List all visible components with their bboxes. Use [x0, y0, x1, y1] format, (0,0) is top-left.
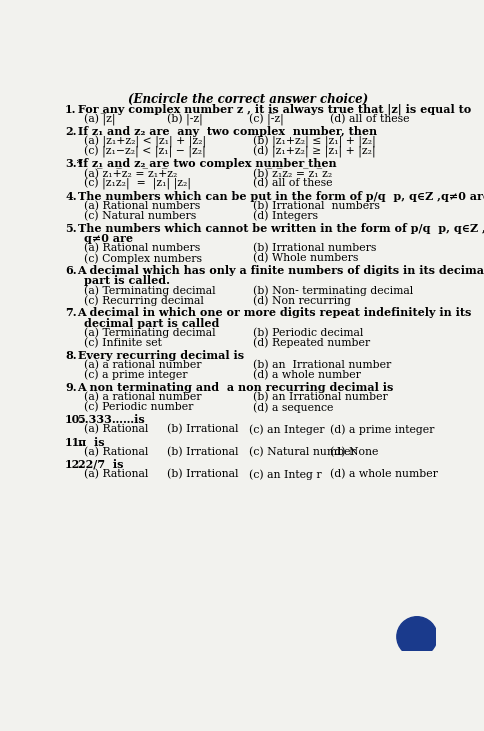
Text: (b) Irrational numbers: (b) Irrational numbers: [253, 243, 376, 254]
Text: (a) ̅z₁+̅z₂ = ̅z₁+̅z₂: (a) ̅z₁+̅z₂ = ̅z₁+̅z₂: [84, 169, 177, 179]
Text: part is called.: part is called.: [84, 276, 170, 287]
Text: (d) a whole number: (d) a whole number: [253, 370, 361, 380]
Text: 4.: 4.: [65, 191, 77, 202]
Text: 7.: 7.: [65, 308, 77, 319]
Text: 12.: 12.: [65, 459, 84, 470]
Text: (a) a rational number: (a) a rational number: [84, 360, 201, 371]
Text: (a) Rational: (a) Rational: [84, 447, 148, 457]
Text: (a) Rational: (a) Rational: [84, 469, 148, 480]
Text: (d) Repeated number: (d) Repeated number: [253, 338, 370, 348]
Text: (c) a prime integer: (c) a prime integer: [84, 370, 187, 380]
Text: (d) Integers: (d) Integers: [253, 211, 318, 221]
Text: (Encircle the correct answer choice): (Encircle the correct answer choice): [128, 93, 368, 106]
Text: 8.: 8.: [65, 350, 77, 361]
Text: (c) Complex numbers: (c) Complex numbers: [84, 253, 202, 263]
Text: (b) |-z|: (b) |-z|: [167, 114, 203, 126]
Text: If z₁ and z₂ are two complex number then: If z₁ and z₂ are two complex number then: [77, 159, 336, 170]
Text: 9.: 9.: [65, 382, 77, 393]
Text: (a) Rational numbers: (a) Rational numbers: [84, 201, 200, 211]
Text: (c) Natural number: (c) Natural number: [249, 447, 356, 457]
Text: (b) ̅z₁̅z₂ = ̅z₁ ̅z₂: (b) ̅z₁̅z₂ = ̅z₁ ̅z₂: [253, 169, 332, 179]
Text: 5.333……is: 5.333……is: [77, 414, 145, 425]
Text: (d) Non recurring: (d) Non recurring: [253, 295, 351, 306]
Text: 3.*: 3.*: [65, 159, 83, 170]
Text: decimal part is called: decimal part is called: [84, 318, 219, 329]
Text: (b) Periodic decimal: (b) Periodic decimal: [253, 327, 363, 338]
Text: 2.: 2.: [65, 126, 76, 137]
Text: (a) Rational numbers: (a) Rational numbers: [84, 243, 200, 254]
Text: (c) Recurring decimal: (c) Recurring decimal: [84, 295, 204, 306]
Text: (d) a whole number: (d) a whole number: [330, 469, 438, 480]
Text: (d) Whole numbers: (d) Whole numbers: [253, 253, 358, 263]
Text: q≠0 are: q≠0 are: [84, 233, 133, 244]
Text: (c) |z₁z₂|  =  |z₁| |z₂|: (c) |z₁z₂| = |z₁| |z₂|: [84, 178, 191, 191]
Text: (d) a sequence: (d) a sequence: [253, 402, 333, 412]
Text: (a) |z₁+z₂| < |z₁| + |z₂|: (a) |z₁+z₂| < |z₁| + |z₂|: [84, 137, 206, 148]
Text: (d) None: (d) None: [330, 447, 378, 457]
Text: (a) Terminating decimal: (a) Terminating decimal: [84, 327, 215, 338]
Text: (b) an Irrational number: (b) an Irrational number: [253, 392, 388, 403]
Text: (d) all of these: (d) all of these: [253, 178, 332, 189]
Text: (c) Infinite set: (c) Infinite set: [84, 338, 162, 348]
Text: 6.: 6.: [65, 265, 77, 276]
Text: (b) Irrational: (b) Irrational: [167, 469, 239, 480]
Text: For any complex number z , it is always true that |z| is equal to: For any complex number z , it is always …: [77, 104, 471, 115]
Text: 22/7  is: 22/7 is: [77, 459, 123, 470]
Text: 11.: 11.: [65, 436, 84, 447]
Text: (b) Non- terminating decimal: (b) Non- terminating decimal: [253, 286, 413, 296]
Text: (a) |̅z|: (a) |̅z|: [84, 114, 115, 126]
Circle shape: [397, 617, 437, 656]
Text: (c) an Integ r: (c) an Integ r: [249, 469, 321, 480]
Text: 5.: 5.: [65, 223, 77, 234]
Text: (d) all of these: (d) all of these: [330, 114, 409, 124]
Text: A decimal in which one or more digits repeat indefinitely in its: A decimal in which one or more digits re…: [77, 308, 472, 319]
Text: Every recurring decimal is: Every recurring decimal is: [77, 350, 243, 361]
Text: The numbers which cannot be written in the form of p/q  p, q∈Z ,: The numbers which cannot be written in t…: [77, 223, 484, 234]
Text: (a) Terminating decimal: (a) Terminating decimal: [84, 286, 215, 296]
Text: 1.: 1.: [65, 104, 76, 115]
Text: The numbers which can be put in the form of p/q  p, q∈Z ,q≠0 are: The numbers which can be put in the form…: [77, 191, 484, 202]
Text: (c) Periodic number: (c) Periodic number: [84, 402, 193, 412]
Text: (c) |z₁−z₂| < |z₁| − |z₂|: (c) |z₁−z₂| < |z₁| − |z₂|: [84, 146, 206, 159]
Text: (b) Irrational: (b) Irrational: [167, 447, 239, 457]
Text: π  is: π is: [77, 436, 104, 447]
Text: (c) Natural numbers: (c) Natural numbers: [84, 211, 196, 221]
Text: (d) |z₁+z₂| ≥ |z₁| + |z₂|: (d) |z₁+z₂| ≥ |z₁| + |z₂|: [253, 146, 375, 159]
Text: (c) an Integer: (c) an Integer: [249, 425, 324, 435]
Text: (b) |z₁+z₂| ≤ |z₁| + |z₂|: (b) |z₁+z₂| ≤ |z₁| + |z₂|: [253, 137, 376, 148]
Text: (b) Irrational  numbers: (b) Irrational numbers: [253, 201, 379, 211]
Text: (a) Rational: (a) Rational: [84, 425, 148, 435]
Text: (b) an  Irrational number: (b) an Irrational number: [253, 360, 391, 371]
Text: A decimal which has only a finite numbers of digits in its decimal: A decimal which has only a finite number…: [77, 265, 484, 276]
Text: (b) Irrational: (b) Irrational: [167, 425, 239, 435]
Text: (d) a prime integer: (d) a prime integer: [330, 425, 435, 435]
Text: 10.: 10.: [65, 414, 84, 425]
Text: If z₁ and z₂ are  any  two complex  number, then: If z₁ and z₂ are any two complex number,…: [77, 126, 377, 137]
Text: (c) |-̅z|: (c) |-̅z|: [249, 114, 284, 126]
Text: (a) a rational number: (a) a rational number: [84, 392, 201, 403]
Text: A non terminating and  a non recurring decimal is: A non terminating and a non recurring de…: [77, 382, 394, 393]
